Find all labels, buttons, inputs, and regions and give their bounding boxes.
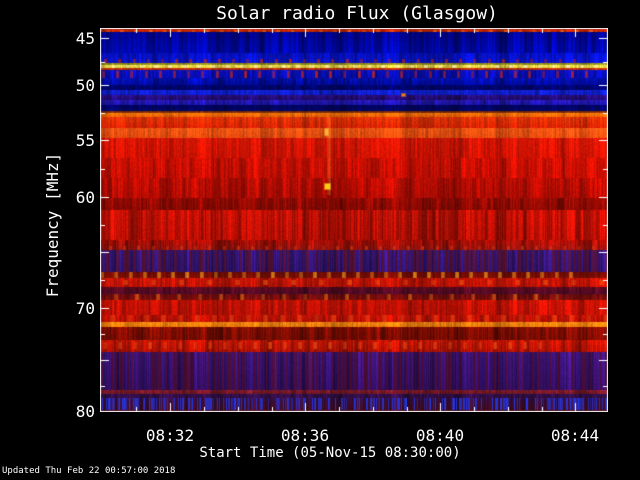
y-tick-label: 55 [75, 131, 95, 150]
x-tick-label: 08:32 [145, 426, 195, 445]
x-tick-label: 08:40 [415, 426, 465, 445]
x-tick-label: 08:36 [280, 426, 330, 445]
y-tick-label: 70 [75, 299, 95, 318]
y-tick-label: 45 [75, 29, 95, 48]
y-axis-label: Frequency [MHz] [43, 152, 62, 298]
spectrogram-canvas [100, 28, 608, 412]
y-tick-label: 50 [75, 76, 95, 95]
y-tick-label: 60 [75, 188, 95, 207]
page-title: Solar radio Flux (Glasgow) [216, 3, 498, 24]
x-axis-label: Start Time (05-Nov-15 08:30:00) [199, 445, 461, 461]
x-tick-label: 08:44 [550, 426, 600, 445]
y-tick-label: 80 [75, 402, 95, 421]
updated-timestamp: Updated Thu Feb 22 00:57:00 2018 [2, 466, 176, 476]
